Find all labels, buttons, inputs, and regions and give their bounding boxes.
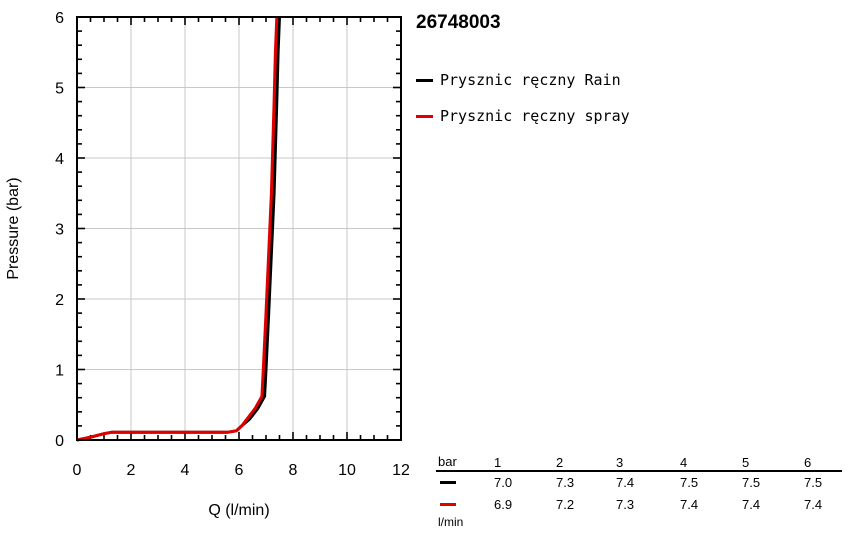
y-tick-label: 5 [55,81,64,98]
x-tick-label: 0 [73,462,82,479]
legend-label-spray: Prysznic ręczny spray [440,107,630,125]
flow-table-row-rain: 7.0 7.3 7.4 7.5 7.5 7.5 [436,472,842,494]
series-line-spray [76,16,279,442]
legend-label-rain: Prysznic ręczny Rain [440,71,621,89]
y-tick-label: 1 [55,363,64,380]
flow-value-cell: 7.4 [616,475,635,490]
flow-value-cell: 7.3 [556,475,575,490]
flow-value-cell: 7.3 [616,497,635,512]
x-tick-label: 2 [127,462,136,479]
flow-unit-label: l/min [438,515,464,529]
legend: Prysznic ręczny Rain Prysznic ręczny spr… [416,62,630,134]
flow-value-cell: 7.0 [494,475,513,490]
flow-value-cell: 7.4 [680,497,699,512]
flow-table-header: bar 1 2 3 4 5 6 [436,452,842,472]
y-tick-label: 6 [55,10,64,27]
legend-swatch-rain [416,78,433,82]
y-tick-label: 4 [55,151,64,168]
y-tick-label: 0 [55,433,64,450]
flow-value-cell: 7.5 [680,475,699,490]
flow-table: bar 1 2 3 4 5 6 7.0 7.3 7.4 7.5 7.5 7.5 … [436,452,842,529]
pressure-header-cell: 6 [804,455,812,470]
plot-frame [76,16,402,441]
flow-table-row-spray: 6.9 7.2 7.3 7.4 7.4 7.4 [436,494,842,516]
x-tick-label: 8 [289,462,298,479]
legend-item-rain: Prysznic ręczny Rain [416,62,630,98]
x-tick-label: 6 [235,462,244,479]
x-tick-label: 4 [181,462,190,479]
pressure-header-cell: 1 [494,455,502,470]
pressure-header-cell: 5 [742,455,750,470]
x-tick-label: 12 [392,462,410,479]
x-axis-title: Q (l/min) [208,502,269,519]
flow-value-cell: 7.4 [804,497,823,512]
legend-item-spray: Prysznic ręczny spray [416,98,630,134]
pressure-header-cell: 2 [556,455,564,470]
flow-value-cell: 7.5 [804,475,823,490]
flow-row-swatch-rain [440,481,456,484]
y-axis-title: Pressure (bar) [5,177,22,279]
flow-value-cell: 6.9 [494,497,513,512]
y-tick-label: 2 [55,292,64,309]
y-tick-label: 3 [55,222,64,239]
pressure-header-cell: 3 [616,455,624,470]
flow-value-cell: 7.5 [742,475,761,490]
pressure-header-cell: 4 [680,455,688,470]
chart-title: 26748003 [416,12,501,33]
pressure-unit-label: bar [438,454,457,469]
flow-value-cell: 7.2 [556,497,575,512]
flow-value-cell: 7.4 [742,497,761,512]
flow-row-swatch-spray [440,503,456,506]
legend-swatch-spray [416,114,433,118]
x-tick-label: 10 [338,462,356,479]
